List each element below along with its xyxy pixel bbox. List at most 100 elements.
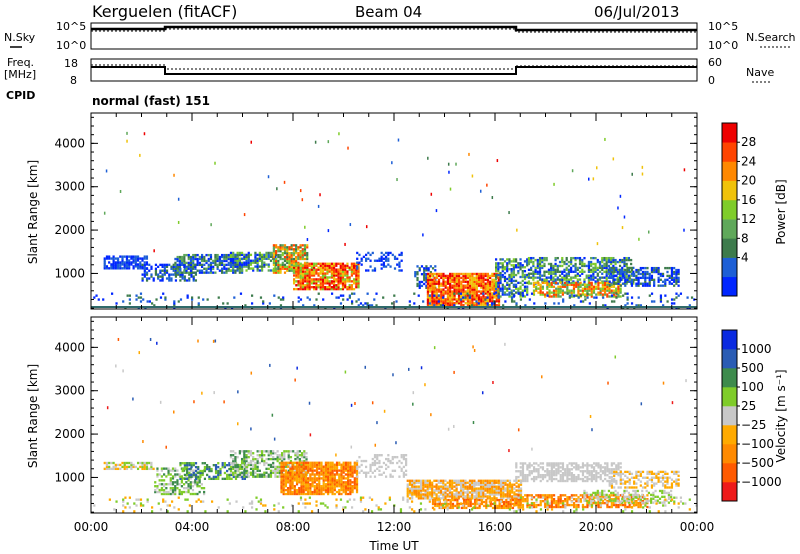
range-cell — [167, 492, 170, 496]
range-cell — [555, 295, 558, 298]
range-cell — [444, 290, 447, 293]
range-cell — [673, 302, 676, 305]
range-cell — [661, 272, 665, 276]
range-cell — [335, 479, 339, 482]
range-cell — [112, 255, 115, 258]
range-cell — [232, 255, 235, 259]
range-cell — [256, 450, 259, 453]
range-cell — [209, 263, 213, 267]
range-cell — [293, 287, 296, 291]
range-cell — [479, 489, 483, 492]
range-cell — [130, 261, 133, 264]
range-cell — [508, 487, 512, 490]
range-cell — [423, 282, 426, 286]
range-cell — [543, 274, 546, 277]
range-cell — [312, 282, 316, 285]
range-cell — [298, 465, 301, 468]
range-cell — [112, 259, 115, 262]
range-cell — [449, 304, 452, 307]
range-cell — [521, 291, 524, 294]
range-cell — [321, 264, 325, 267]
range-cell — [160, 475, 163, 478]
range-cell — [299, 244, 302, 247]
range-cell — [405, 463, 408, 467]
range-cell — [659, 296, 663, 299]
range-cell — [348, 286, 351, 289]
range-cell — [132, 265, 135, 268]
range-cell — [123, 265, 126, 268]
range-cell — [306, 278, 309, 281]
range-cell — [159, 279, 162, 282]
range-cell — [431, 296, 434, 299]
range-cell — [446, 274, 450, 278]
range-cell — [112, 265, 115, 268]
range-cell — [186, 296, 189, 299]
range-cell — [448, 479, 452, 482]
range-cell — [333, 488, 336, 492]
range-cell — [462, 286, 465, 289]
range-cell — [303, 452, 306, 455]
range-cell — [228, 464, 231, 467]
range-cell — [276, 457, 279, 461]
range-cell — [508, 260, 511, 263]
range-cell — [116, 259, 120, 262]
range-cell — [196, 261, 199, 265]
range-cell — [510, 260, 513, 263]
range-cell — [103, 267, 106, 270]
range-cell — [419, 483, 423, 486]
range-cell — [491, 493, 494, 496]
range-cell — [584, 298, 587, 301]
range-cell — [135, 294, 138, 297]
range-cell — [212, 475, 215, 479]
range-cell — [348, 287, 351, 291]
range-cell — [286, 251, 289, 255]
range-cell — [332, 262, 336, 265]
range-cell — [171, 475, 175, 478]
range-cell — [141, 259, 144, 262]
range-cell — [444, 302, 447, 305]
range-cell — [464, 294, 467, 297]
range-cell — [279, 248, 282, 251]
range-cell — [468, 491, 472, 494]
range-cell — [105, 257, 109, 260]
range-cell — [304, 477, 308, 480]
range-cell — [541, 256, 544, 260]
range-cell — [125, 461, 129, 465]
range-cell — [521, 266, 524, 269]
range-cell — [312, 274, 316, 277]
range-cell — [666, 300, 669, 303]
range-cell — [240, 461, 244, 465]
range-cell — [328, 262, 331, 265]
range-cell — [621, 258, 624, 262]
range-cell — [462, 300, 465, 303]
range-cell — [304, 483, 308, 486]
range-cell — [203, 490, 206, 494]
range-cell — [187, 265, 190, 268]
range-cell — [431, 274, 434, 278]
range-cell — [249, 461, 253, 465]
range-cell — [302, 475, 305, 478]
range-cell — [342, 486, 345, 490]
range-cell — [457, 491, 460, 494]
range-cell — [373, 461, 377, 465]
range-cell — [482, 272, 485, 276]
range-cell — [189, 469, 192, 472]
range-cell — [304, 467, 308, 470]
range-cell — [435, 487, 438, 490]
range-cell — [511, 491, 514, 494]
range-cell — [497, 298, 501, 301]
range-cell — [312, 266, 316, 269]
range-cell — [570, 270, 573, 273]
range-cell — [223, 464, 227, 467]
range-cell — [306, 284, 309, 287]
range-cell — [460, 300, 463, 303]
range-cell — [289, 488, 292, 492]
range-cell — [178, 271, 181, 274]
nsky-trace — [91, 25, 697, 32]
range-cell — [590, 289, 593, 292]
range-cell — [541, 260, 544, 264]
range-cell — [488, 479, 492, 482]
range-cell — [318, 471, 321, 474]
range-cell — [590, 264, 593, 268]
range-cell — [263, 454, 266, 457]
